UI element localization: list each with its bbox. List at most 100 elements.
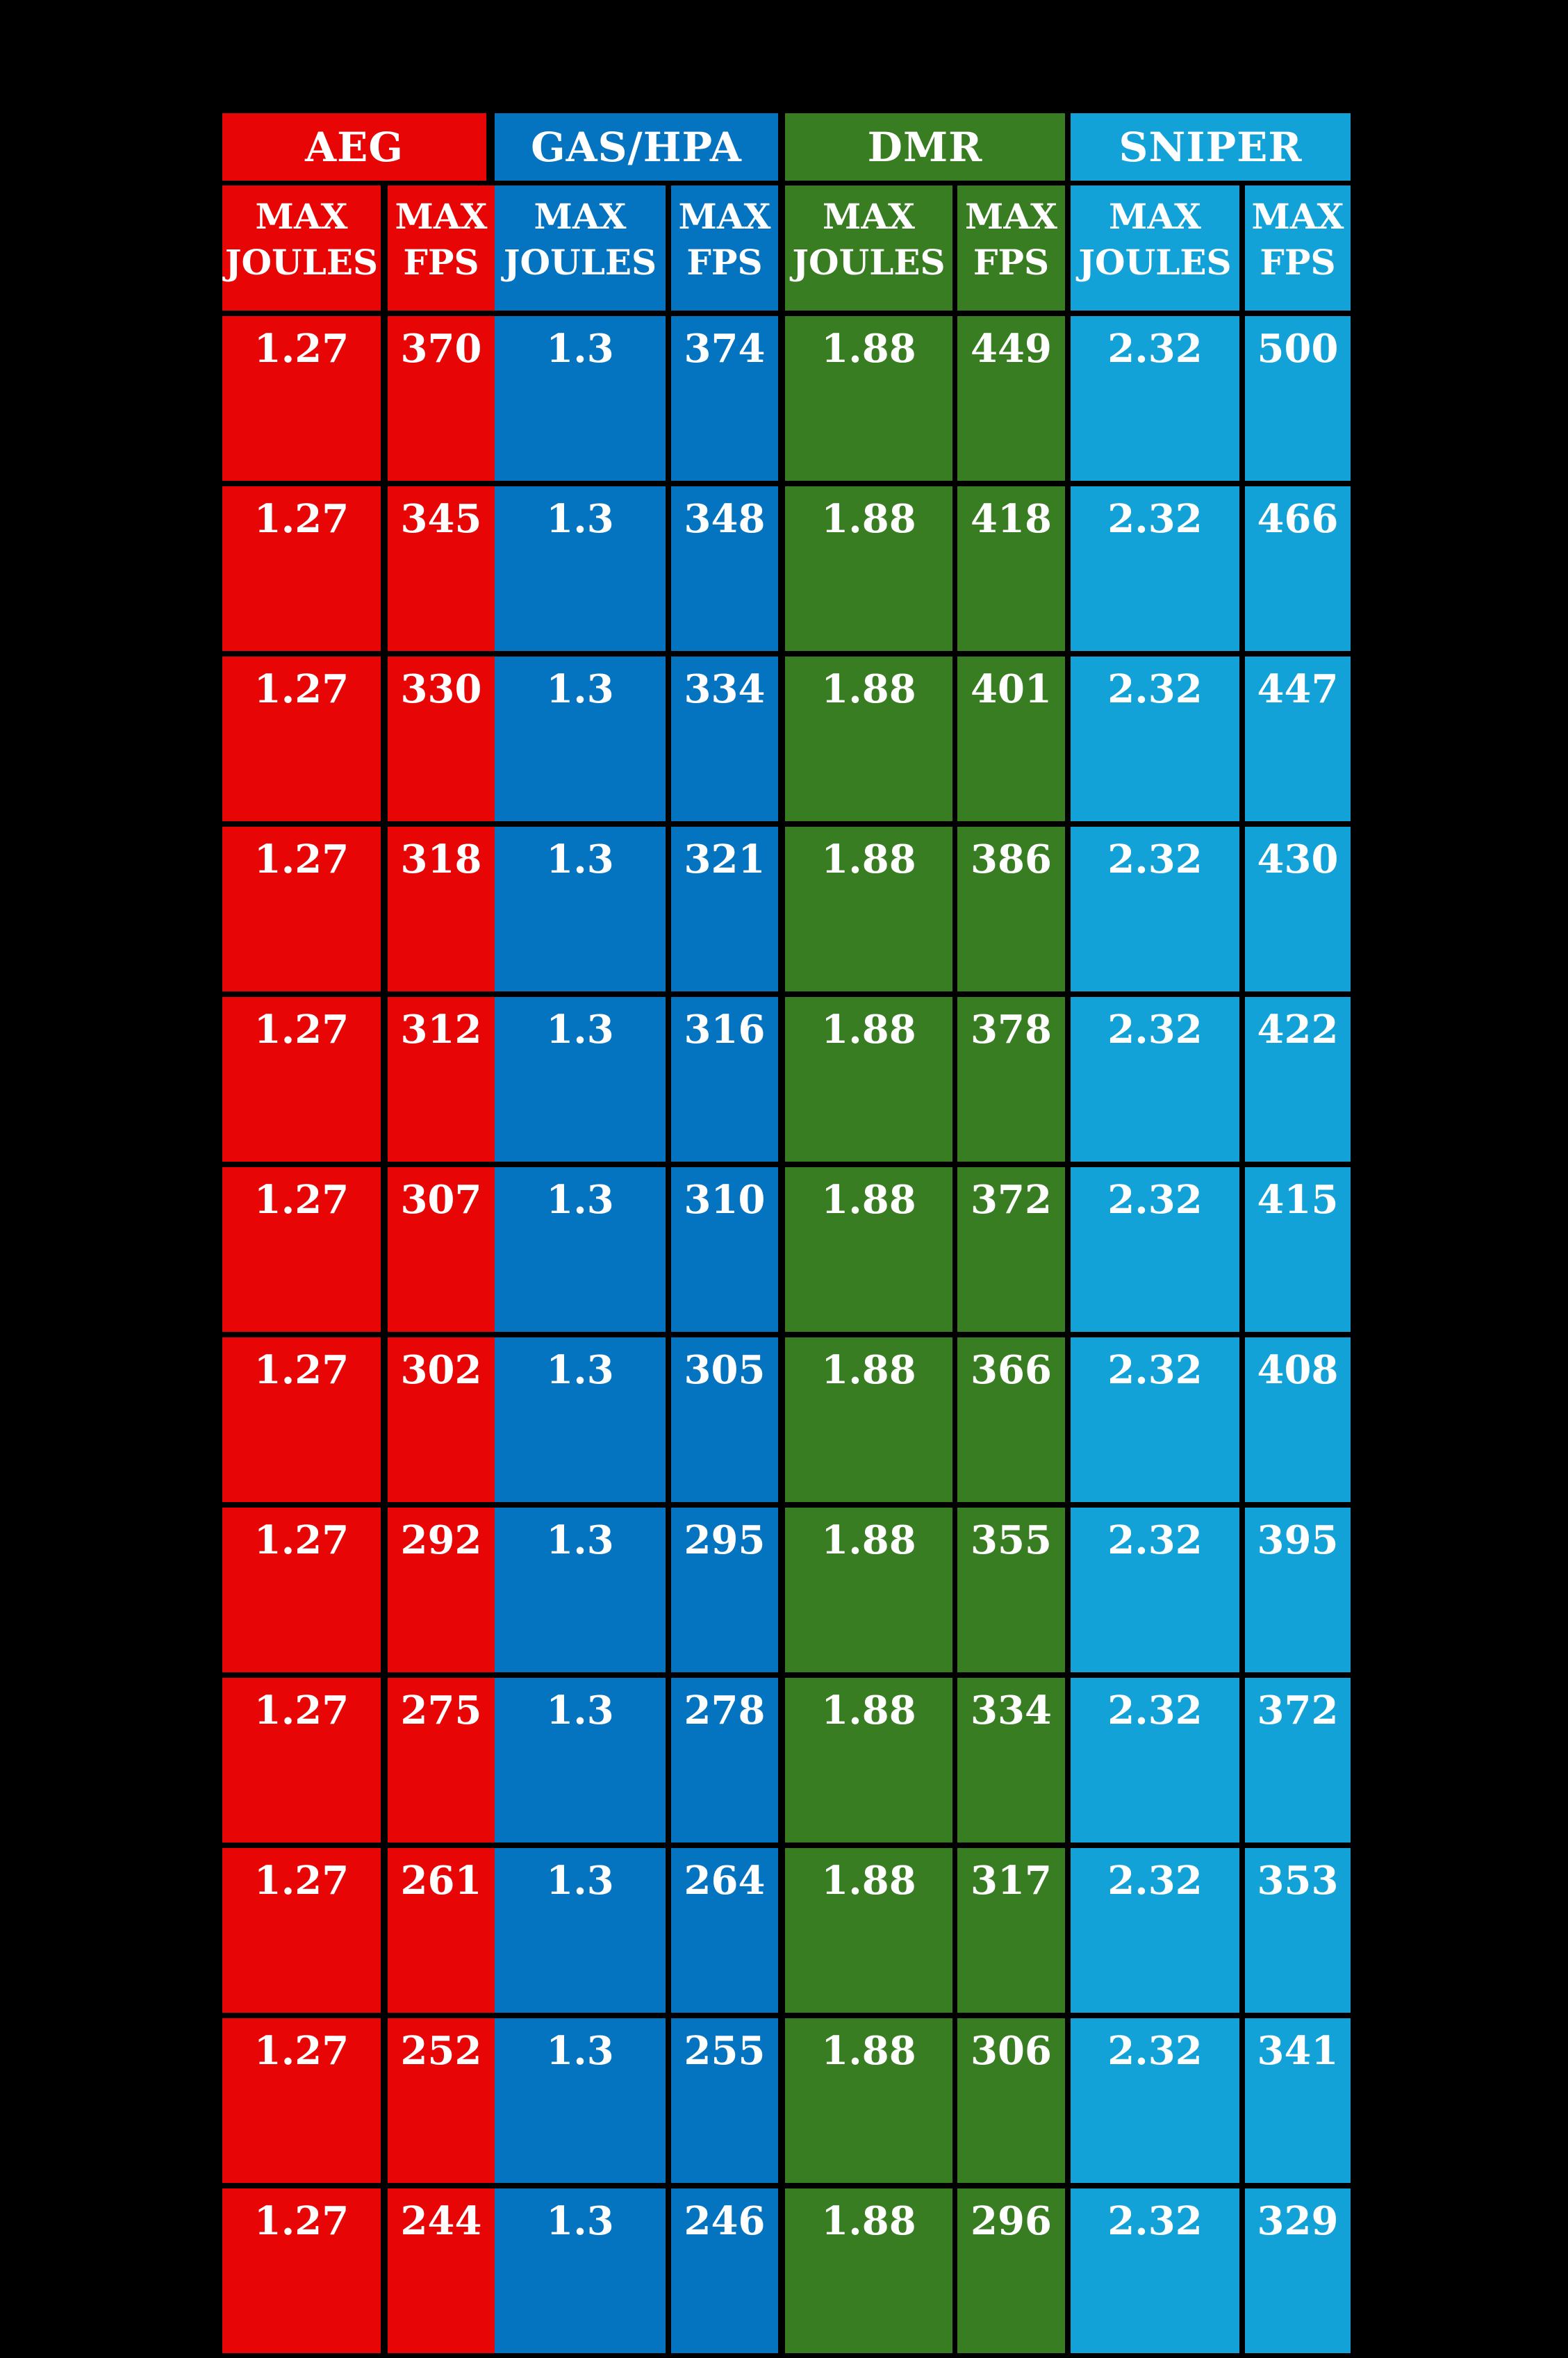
value-cell: 2.32: [1065, 1848, 1239, 2013]
value-cell: 278: [666, 1678, 778, 1842]
value-cell: 386: [952, 827, 1065, 991]
value-cell: 2.32: [1065, 997, 1239, 1162]
value-cell: 307: [381, 1167, 495, 1332]
table-row: 1.27 307 1.3 310 1.88 372 2.32 415: [222, 1167, 1351, 1332]
value-cell: 252: [381, 2018, 495, 2183]
table-row: 1.27 318 1.3 321 1.88 386 2.32 430: [222, 827, 1351, 991]
subheader-cell: MAX JOULES: [495, 185, 666, 311]
value-cell: 1.27: [222, 2188, 381, 2353]
value-cell: 2.32: [1065, 1678, 1239, 1842]
value-cell: 334: [666, 657, 778, 821]
subheader-line: FPS: [686, 242, 763, 283]
table-row: 1.27 330 1.3 334 1.88 401 2.32 447: [222, 657, 1351, 821]
subheader-line: FPS: [403, 242, 479, 283]
value-cell: 1.88: [778, 2188, 952, 2353]
value-cell: 1.88: [778, 1848, 952, 2013]
subheader-cell: MAX FPS: [381, 185, 495, 311]
value-cell: 1.3: [495, 997, 666, 1162]
subheader-line: FPS: [1260, 242, 1336, 283]
table-row: 1.27 292 1.3 295 1.88 355 2.32 395: [222, 1508, 1351, 1672]
value-cell: 418: [952, 486, 1065, 651]
value-cell: 1.3: [495, 2018, 666, 2183]
value-cell: 422: [1239, 997, 1351, 1162]
value-cell: 292: [381, 1508, 495, 1672]
value-cell: 1.3: [495, 657, 666, 821]
value-cell: 395: [1239, 1508, 1351, 1672]
value-cell: 1.3: [495, 1508, 666, 1672]
value-cell: 1.88: [778, 657, 952, 821]
value-cell: 370: [381, 316, 495, 481]
value-cell: 302: [381, 1337, 495, 1502]
value-cell: 1.3: [495, 486, 666, 651]
value-cell: 316: [666, 997, 778, 1162]
value-cell: 1.27: [222, 486, 381, 651]
subheader-line: MAX: [1109, 196, 1201, 237]
value-cell: 401: [952, 657, 1065, 821]
value-cell: 318: [381, 827, 495, 991]
value-cell: 415: [1239, 1167, 1351, 1332]
value-cell: 1.27: [222, 1508, 381, 1672]
value-cell: 1.3: [495, 316, 666, 481]
subheader-line: JOULES: [503, 242, 657, 283]
value-cell: 1.88: [778, 827, 952, 991]
value-cell: 2.32: [1065, 2018, 1239, 2183]
value-cell: 1.27: [222, 316, 381, 481]
value-cell: 295: [666, 1508, 778, 1672]
subheader-cell: MAX FPS: [1239, 185, 1351, 311]
subheader-cell: MAX FPS: [952, 185, 1065, 311]
value-cell: 1.88: [778, 997, 952, 1162]
value-cell: 1.88: [778, 1508, 952, 1672]
subheader-line: MAX: [255, 196, 348, 237]
value-cell: 372: [1239, 1678, 1351, 1842]
value-cell: 1.88: [778, 2018, 952, 2183]
value-cell: 2.32: [1065, 1167, 1239, 1332]
value-cell: 466: [1239, 486, 1351, 651]
value-cell: 1.3: [495, 1848, 666, 2013]
value-cell: 408: [1239, 1337, 1351, 1502]
value-cell: 312: [381, 997, 495, 1162]
table-row: 1.27 312 1.3 316 1.88 378 2.32 422: [222, 997, 1351, 1162]
subheader-cell: MAX JOULES: [778, 185, 952, 311]
value-cell: 305: [666, 1337, 778, 1502]
value-cell: 348: [666, 486, 778, 651]
table-subheader-row: MAX JOULES MAX FPS MAX JOULES MAX FPS MAX JOULES M…: [222, 185, 1351, 311]
value-cell: 355: [952, 1508, 1065, 1672]
value-cell: 1.3: [495, 1167, 666, 1332]
subheader-line: MAX: [965, 196, 1057, 237]
value-cell: 1.88: [778, 316, 952, 481]
table-row: 1.27 275 1.3 278 1.88 334 2.32 372: [222, 1678, 1351, 1842]
table-row: 1.27 244 1.3 246 1.88 296 2.32 329: [222, 2188, 1351, 2353]
group-header-dmr: DMR: [785, 113, 1065, 181]
subheader-cell: MAX JOULES: [1065, 185, 1239, 311]
table-header-row: AEG GAS/HPA DMR SNIPER: [222, 113, 1351, 181]
subheader-line: MAX: [823, 196, 915, 237]
value-cell: 2.32: [1065, 657, 1239, 821]
value-cell: 1.3: [495, 2188, 666, 2353]
value-cell: 500: [1239, 316, 1351, 481]
value-cell: 1.3: [495, 827, 666, 991]
value-cell: 1.27: [222, 2018, 381, 2183]
table-row: 1.27 302 1.3 305 1.88 366 2.32 408: [222, 1337, 1351, 1502]
value-cell: 296: [952, 2188, 1065, 2353]
value-cell: 306: [952, 2018, 1065, 2183]
value-cell: 366: [952, 1337, 1065, 1502]
value-cell: 378: [952, 997, 1065, 1162]
value-cell: 341: [1239, 2018, 1351, 2183]
table-row: 1.27 370 1.3 374 1.88 449 2.32 500: [222, 316, 1351, 481]
value-cell: 449: [952, 316, 1065, 481]
value-cell: 334: [952, 1678, 1065, 1842]
value-cell: 2.32: [1065, 827, 1239, 991]
value-cell: 261: [381, 1848, 495, 2013]
value-cell: 2.32: [1065, 1337, 1239, 1502]
value-cell: 275: [381, 1678, 495, 1842]
value-cell: 310: [666, 1167, 778, 1332]
subheader-cell: MAX FPS: [666, 185, 778, 311]
value-cell: 447: [1239, 657, 1351, 821]
table-body: 1.27 370 1.3 374 1.88 449 2.32 500 1.27 345 1.3 348…: [222, 316, 1351, 2353]
value-cell: 1.27: [222, 997, 381, 1162]
group-header-aeg: AEG: [222, 113, 486, 181]
value-cell: 2.32: [1065, 1508, 1239, 1672]
table-row: 1.27 345 1.3 348 1.88 418 2.32 466: [222, 486, 1351, 651]
subheader-line: JOULES: [1078, 242, 1232, 283]
